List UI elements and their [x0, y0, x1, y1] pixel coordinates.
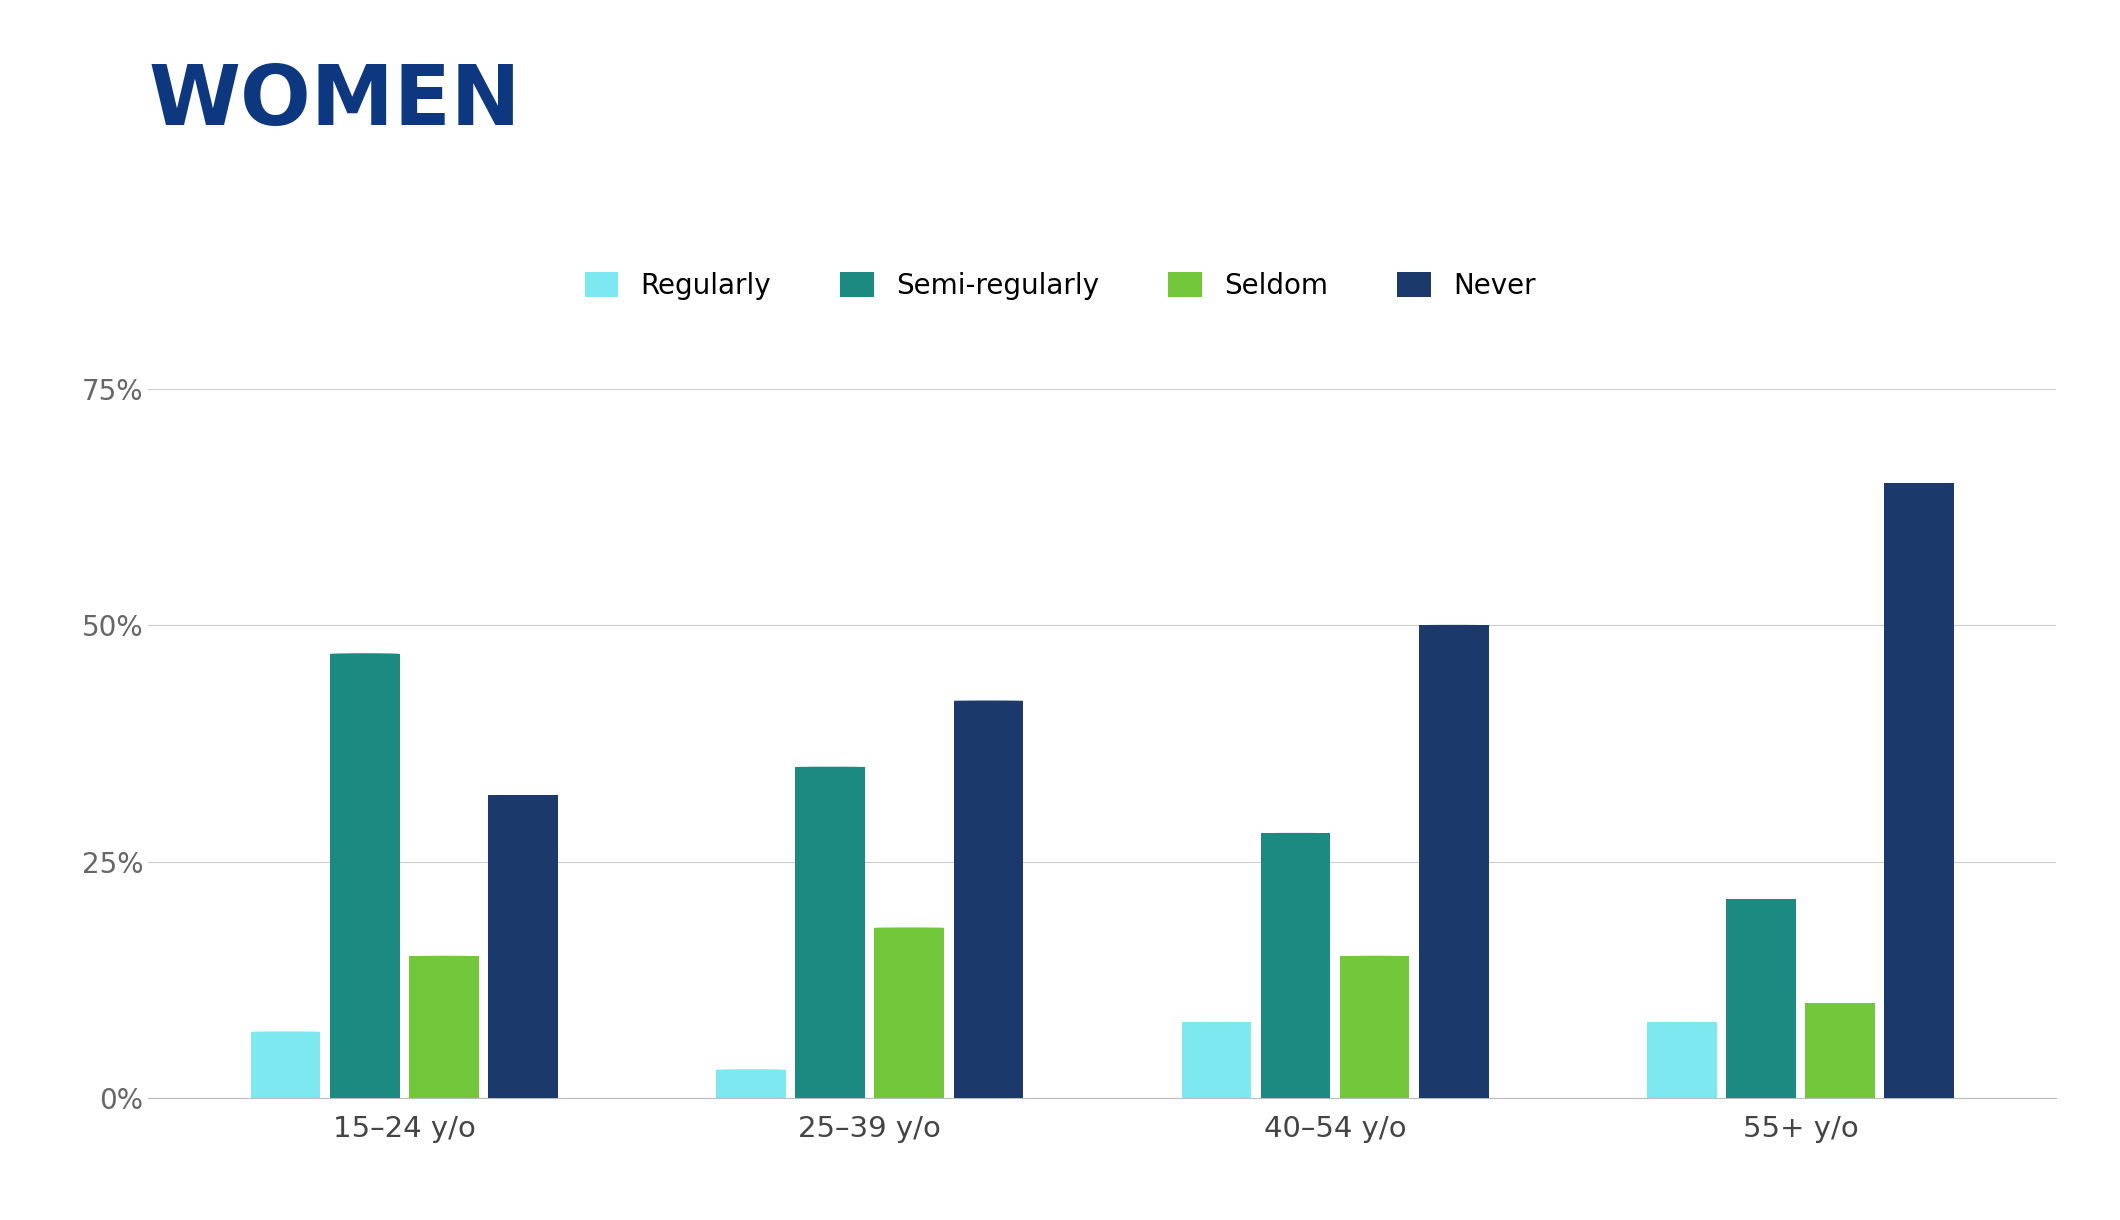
Bar [409, 956, 479, 1098]
Bar [873, 928, 943, 1098]
Bar [1647, 1022, 1717, 1098]
Bar [954, 700, 1024, 1098]
Bar [1181, 1022, 1251, 1098]
Bar [1418, 625, 1488, 1098]
Bar [1726, 899, 1796, 1098]
Bar [717, 1070, 787, 1098]
Bar [331, 654, 399, 1098]
Bar [1261, 833, 1331, 1098]
Bar [795, 767, 865, 1098]
Text: WOMEN: WOMEN [148, 61, 522, 142]
Bar [1806, 1003, 1874, 1098]
Legend: Regularly, Semi-regularly, Seldom, Never: Regularly, Semi-regularly, Seldom, Never [570, 257, 1550, 314]
Bar [250, 1032, 320, 1098]
Bar [1885, 483, 1955, 1098]
Bar [1340, 956, 1410, 1098]
Bar [488, 795, 558, 1098]
